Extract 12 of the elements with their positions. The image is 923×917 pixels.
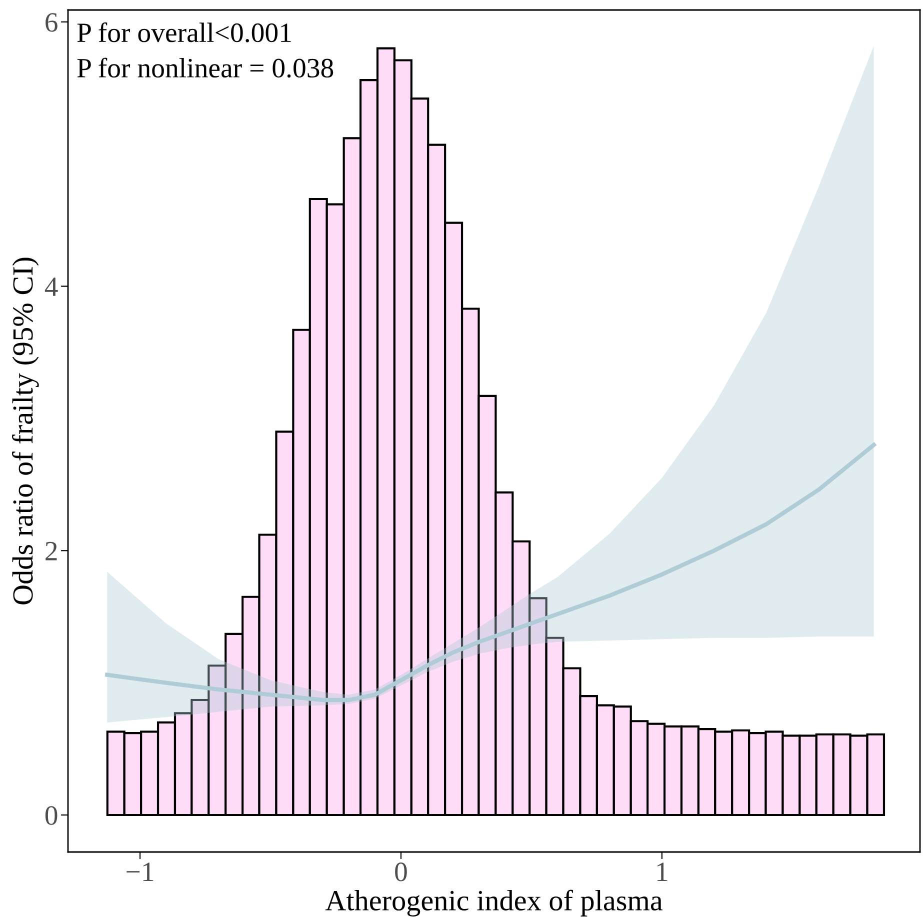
y-tick-label: 2 bbox=[46, 542, 57, 560]
y-tick-label: 0 bbox=[45, 806, 58, 825]
x-axis-title: Atherogenic index of plasma bbox=[325, 890, 662, 917]
x-tick-label: 0 bbox=[395, 862, 407, 882]
y-tick-label: 6 bbox=[46, 13, 58, 32]
y-tick-label: 4 bbox=[44, 278, 58, 296]
x-tick-label: 1 bbox=[657, 862, 668, 881]
y-axis-title: Odds ratio of frailty (95% CI) bbox=[12, 258, 39, 604]
annotation: P for overall<0.001 bbox=[77, 22, 291, 42]
x-tick-label: −1 bbox=[126, 862, 154, 881]
line-series bbox=[105, 442, 876, 702]
annotation: P for nonlinear = 0.038 bbox=[77, 58, 334, 78]
